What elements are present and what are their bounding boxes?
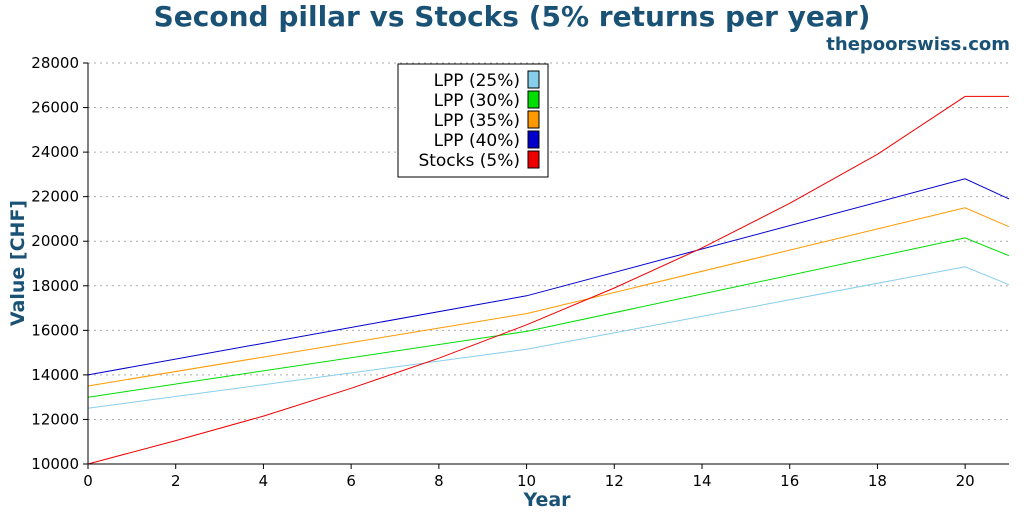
x-tick-label: 8 [434, 472, 444, 490]
legend-box [397, 63, 549, 178]
legend-label: LPP (35%) [434, 111, 520, 131]
y-tick-label: 26000 [31, 99, 79, 117]
y-tick-labels: 10000 12000 14000 16000 18000 20000 22000 24000… [31, 54, 88, 473]
y-tick-label: 16000 [31, 321, 79, 339]
legend-label: LPP (30%) [434, 91, 520, 111]
axes [87, 63, 1009, 465]
legend-swatch [527, 150, 540, 169]
legend-swatch [527, 130, 540, 149]
legend-label: LPP (40%) [434, 131, 520, 151]
y-tick-label: 18000 [31, 277, 79, 295]
series-lines [87, 95, 1010, 465]
legend: LPP (25%)LPP (30%)LPP (35%)LPP (40%)Stoc… [397, 63, 549, 178]
legend-swatch [527, 110, 540, 129]
y-axis-title: Value [CHF] [7, 200, 29, 326]
y-tick-label: 20000 [31, 232, 79, 250]
x-tick-label: 18 [868, 472, 887, 490]
x-tick-labels: 0 2 4 6 8 10 12 14 16 18 20 [83, 464, 975, 490]
x-tick-label: 16 [780, 472, 799, 490]
legend-swatch [527, 70, 540, 89]
series-line-2 [87, 207, 1010, 387]
legend-swatch [527, 90, 540, 109]
x-tick-label: 14 [692, 472, 711, 490]
x-axis-title: Year [522, 489, 571, 511]
x-tick-label: 20 [956, 472, 975, 490]
x-tick-label: 12 [605, 472, 624, 490]
x-tick-label: 0 [83, 472, 93, 490]
y-tick-label: 28000 [31, 54, 79, 72]
legend-label: Stocks (5%) [418, 151, 520, 171]
x-tick-label: 6 [346, 472, 356, 490]
x-tick-label: 10 [517, 472, 536, 490]
legend-label: LPP (25%) [434, 71, 520, 91]
series-line-3 [87, 178, 1010, 376]
site-watermark: thepoorswiss.com [826, 34, 1010, 55]
y-tick-label: 22000 [31, 188, 79, 206]
series-line-0 [87, 266, 1010, 409]
chart-title: Second pillar vs Stocks (5% returns per … [153, 0, 871, 33]
x-tick-label: 4 [259, 472, 269, 490]
y-tick-label: 12000 [31, 410, 79, 428]
series-line-1 [87, 237, 1010, 398]
y-tick-label: 24000 [31, 143, 79, 161]
y-tick-label: 10000 [31, 455, 79, 473]
y-tick-label: 14000 [31, 366, 79, 384]
x-tick-label: 2 [171, 472, 181, 490]
series-line-4 [87, 95, 1009, 465]
